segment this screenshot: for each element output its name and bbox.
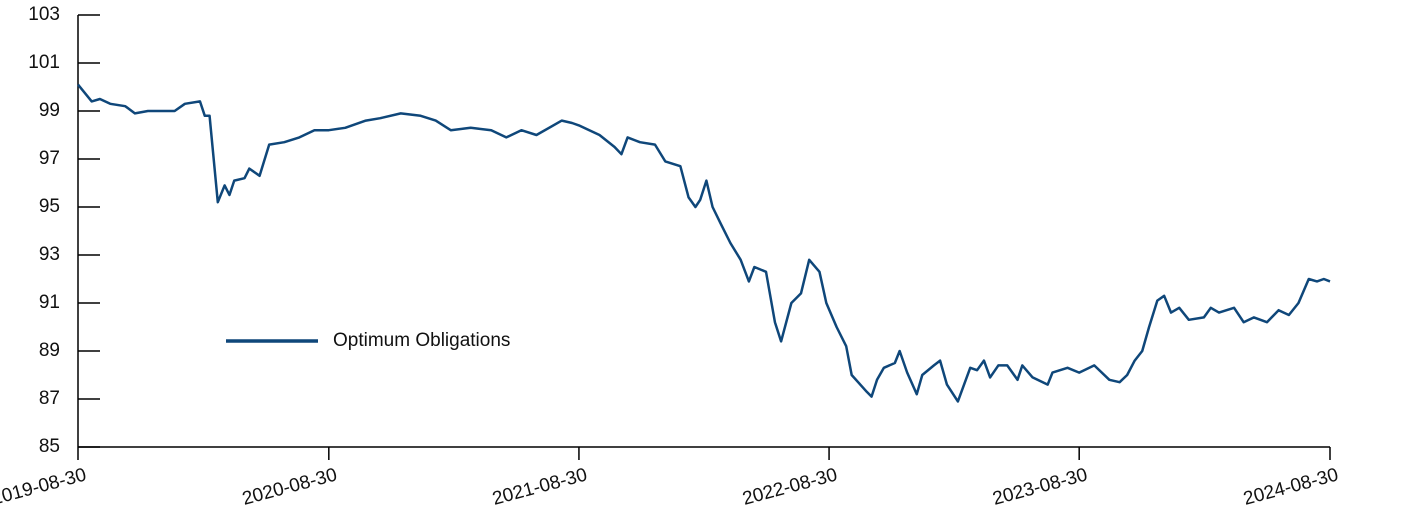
x-tick-label: 2022-08-30: [740, 464, 839, 509]
y-tick-label: 93: [39, 244, 60, 265]
x-tick-label: 2020-08-30: [240, 464, 339, 509]
x-tick-label: 2021-08-30: [490, 464, 589, 509]
x-tick-label: 2024-08-30: [1241, 464, 1340, 509]
y-tick-label: 87: [39, 388, 60, 409]
x-tick-label: 2023-08-30: [990, 464, 1089, 509]
y-tick-label: 97: [39, 148, 60, 169]
y-tick-label: 101: [28, 52, 60, 73]
y-tick-label: 103: [28, 4, 60, 25]
y-tick-label: 95: [39, 196, 60, 217]
x-tick-label: 2019-08-30: [0, 464, 89, 509]
y-tick-label: 89: [39, 340, 60, 361]
y-tick-label: 85: [39, 436, 60, 457]
series-line: [77, 83, 1331, 403]
y-tick-label: 91: [39, 292, 60, 313]
legend-label: Optimum Obligations: [333, 330, 510, 351]
y-tick-label: 99: [39, 100, 60, 121]
